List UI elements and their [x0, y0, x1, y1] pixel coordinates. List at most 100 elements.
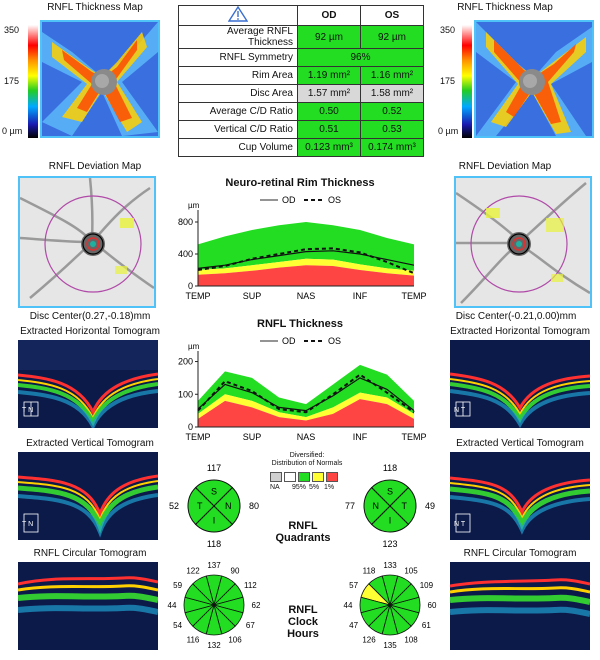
left-deviation-map-title: RNFL Deviation Map: [48, 161, 142, 172]
column-header-od: OD: [297, 5, 361, 26]
left-vertical-tomogram: T N: [18, 452, 158, 540]
param-name: Disc Area: [178, 84, 298, 103]
x-tick-label: INF: [353, 432, 368, 442]
quadrant-sector-N: [363, 486, 391, 526]
clock-sector-11: [389, 575, 412, 607]
y-tick-label: 200: [178, 357, 193, 367]
clock-value: 112: [244, 581, 257, 590]
quadrant-sector-I: [370, 505, 410, 533]
clock-value: 126: [362, 636, 376, 645]
table-row: Average RNFL Thickness 92 µm 92 µm: [178, 25, 424, 49]
clock-value: 59: [173, 581, 182, 590]
clock-value: 57: [349, 581, 358, 590]
legend-swatch-na: [270, 472, 282, 482]
legend-label-os: OS: [328, 336, 341, 346]
right-deviation-map-title: RNFL Deviation Map: [458, 161, 552, 172]
right-scale-bottom: 0 µm: [438, 126, 459, 136]
legend-label-od: OD: [282, 195, 296, 205]
param-name: RNFL Symmetry: [178, 48, 298, 67]
right-circular-tomogram-title: RNFL Circular Tomogram: [463, 548, 577, 559]
table-row: Disc Area 1.57 mm² 1.58 mm²: [178, 84, 424, 103]
clock-label-line1: RNFL: [288, 604, 318, 616]
right-scale-mid: 175: [440, 76, 456, 86]
param-value-os: 0.174 mm³: [360, 138, 424, 157]
legend-5-label: 5%: [309, 484, 320, 491]
right-thickness-map-title: RNFL Thickness Map: [457, 2, 553, 13]
clock-value: 118: [363, 566, 376, 575]
clock-value: 116: [187, 636, 200, 645]
clock-value: 133: [383, 561, 397, 570]
clock-value: 44: [168, 601, 177, 610]
param-name: Rim Area: [178, 66, 298, 85]
right-vertical-tomogram: N T: [450, 452, 590, 540]
clock-value: 90: [231, 566, 240, 575]
quadrant-sector-I: [194, 505, 234, 533]
left-scale-top: 350: [4, 25, 20, 35]
clock-hours-label: RNFL Clock Hours: [268, 604, 338, 640]
right-vertical-nt-label: N T: [454, 521, 466, 528]
quadrant-value: 49: [425, 501, 435, 511]
clock-value: 62: [252, 601, 261, 610]
legend-swatch-white: [284, 472, 296, 482]
param-name: Cup Volume: [178, 138, 298, 157]
x-tick-label: NAS: [297, 432, 316, 442]
table-row: Cup Volume 0.123 mm³ 0.174 mm³: [178, 138, 424, 157]
left-scale-mid: 175: [4, 76, 20, 86]
table-row: Rim Area 1.19 mm² 1.16 mm²: [178, 66, 424, 85]
clock-sector-11: [192, 575, 215, 607]
x-tick-label: TEMP: [401, 432, 426, 442]
quadrant-value: 80: [249, 501, 259, 511]
x-tick-label: NAS: [297, 291, 316, 301]
quadrant-letter: N: [372, 501, 379, 511]
clock-value: 135: [383, 641, 397, 650]
clock-label-line3: Hours: [287, 628, 319, 640]
table-corner-cell: [178, 5, 298, 26]
legend-swatch-red: [326, 472, 338, 482]
param-value-od: 92 µm: [297, 25, 361, 49]
neuro-retinal-rim-chart: 0 400 800 µm TEMP SUP NAS INF TEMP OD OS: [178, 195, 427, 301]
quadrant-value: 118: [207, 539, 221, 549]
quadrant-letter: N: [225, 501, 232, 511]
rim-chart-title: Neuro-retinal Rim Thickness: [225, 177, 375, 189]
clock-value: 109: [420, 581, 434, 590]
param-value-os: 1.58 mm²: [360, 84, 424, 103]
right-circular-tomogram: [450, 562, 590, 650]
x-tick-label: TEMP: [185, 291, 210, 301]
legend-swatch-yellow: [312, 472, 324, 482]
left-vertical-tomogram-title: Extracted Vertical Tomogram: [26, 438, 154, 449]
param-value-od: 0.51: [297, 120, 361, 139]
left-horizontal-tomogram: T N: [18, 340, 158, 428]
param-name: Average C/D Ratio: [178, 102, 298, 121]
left-thickness-map-title: RNFL Thickness Map: [47, 2, 143, 13]
x-tick-label: INF: [353, 291, 368, 301]
clock-value: 61: [422, 621, 431, 630]
abnormal-band-1: [198, 399, 414, 427]
param-value-od: 1.19 mm²: [297, 66, 361, 85]
right-color-scale-bar: [462, 25, 472, 138]
rnfl-quadrants-od: S 117 N 80 I 118 T 52: [169, 463, 259, 549]
quadrant-value: 123: [382, 539, 397, 549]
right-rnfl-thickness-map: [474, 20, 594, 138]
quadrant-letter: S: [211, 487, 217, 497]
quadrant-letter: I: [389, 515, 392, 525]
quadrant-letter: T: [197, 501, 203, 511]
quadrant-letter: I: [213, 515, 216, 525]
quadrant-letter: S: [387, 487, 393, 497]
quadrant-sector-T: [187, 486, 215, 526]
x-tick-label: SUP: [243, 432, 262, 442]
quadrants-label: RNFL Quadrants: [268, 520, 338, 544]
clock-value: 132: [207, 641, 221, 650]
param-value-os: 1.16 mm²: [360, 66, 424, 85]
legend-swatch-green: [298, 472, 310, 482]
table-row: RNFL Symmetry 96%: [178, 48, 424, 67]
y-axis-label: µm: [188, 201, 200, 210]
clock-value: 106: [228, 636, 242, 645]
right-scale-top: 350: [440, 25, 456, 35]
clock-value: 60: [428, 601, 437, 610]
table-row: Vertical C/D Ratio 0.51 0.53: [178, 120, 424, 139]
right-disc-center: Disc Center(-0.21,0.00)mm: [455, 311, 577, 322]
quadrant-value: 52: [169, 501, 179, 511]
y-tick-label: 0: [188, 422, 193, 432]
clock-value: 44: [344, 601, 353, 610]
right-horizontal-tomogram: N T: [450, 340, 590, 428]
